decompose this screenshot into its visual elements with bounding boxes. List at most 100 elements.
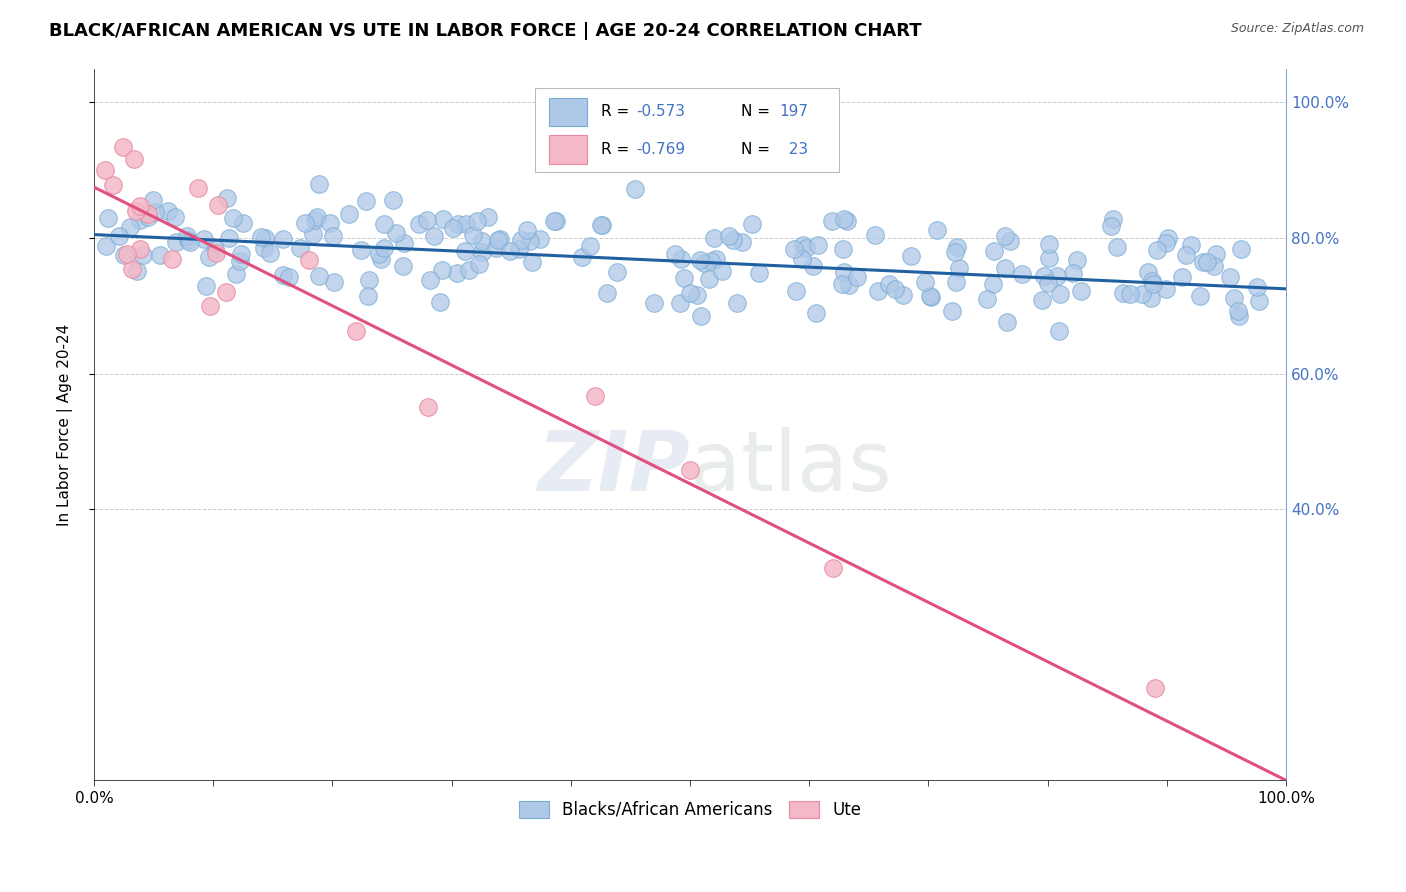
Point (1192, 254, 1215, 268)
Point (943, 244, 966, 259)
Point (596, 286, 619, 301)
Point (509, 233, 531, 247)
Point (801, 259, 824, 273)
Point (454, 217, 477, 231)
Point (710, 264, 733, 278)
Point (432, 212, 454, 227)
Point (1031, 293, 1053, 307)
Point (1146, 244, 1168, 258)
Point (920, 290, 942, 304)
Point (1070, 284, 1092, 298)
Point (129, 213, 152, 227)
Point (294, 217, 316, 231)
Text: atlas: atlas (690, 426, 891, 508)
Point (927, 223, 949, 237)
Point (1222, 291, 1244, 305)
Text: BLACK/AFRICAN AMERICAN VS UTE IN LABOR FORCE | AGE 20-24 CORRELATION CHART: BLACK/AFRICAN AMERICAN VS UTE IN LABOR F… (49, 22, 922, 40)
Point (664, 247, 686, 261)
Point (832, 265, 855, 279)
Point (994, 228, 1017, 243)
Point (337, 206, 360, 220)
Point (499, 244, 522, 259)
Point (748, 266, 770, 280)
Point (218, 230, 240, 244)
Point (129, 242, 152, 256)
Point (863, 228, 886, 243)
Point (519, 234, 541, 248)
Point (1011, 268, 1033, 282)
Point (671, 252, 693, 266)
Point (741, 217, 763, 231)
Point (624, 182, 647, 196)
Point (357, 273, 380, 287)
Point (866, 284, 889, 298)
Point (94, 162, 117, 177)
Point (278, 270, 301, 285)
Point (176, 233, 198, 247)
Point (679, 286, 702, 301)
Point (225, 267, 247, 281)
Point (416, 212, 439, 227)
Point (884, 282, 907, 296)
Point (108, 229, 131, 244)
Point (160, 252, 183, 266)
Point (1174, 247, 1197, 261)
Point (807, 238, 830, 252)
Point (308, 268, 330, 283)
Point (831, 277, 853, 292)
Point (804, 306, 827, 320)
Point (446, 267, 468, 281)
Point (1032, 269, 1054, 284)
Point (176, 228, 198, 243)
Point (520, 254, 543, 268)
Point (416, 401, 439, 415)
Point (165, 235, 187, 249)
Point (837, 278, 859, 293)
Point (229, 254, 252, 268)
Point (471, 234, 494, 248)
Point (142, 194, 165, 208)
Point (423, 228, 446, 243)
Point (319, 216, 342, 230)
Point (250, 230, 273, 244)
Point (344, 324, 367, 338)
Point (689, 253, 711, 268)
Point (690, 309, 713, 323)
Point (1130, 286, 1153, 301)
Point (1227, 304, 1250, 318)
Point (304, 213, 326, 227)
Point (1219, 269, 1241, 284)
Point (1102, 212, 1125, 227)
Y-axis label: In Labor Force | Age 20-24: In Labor Force | Age 20-24 (58, 323, 73, 525)
Point (368, 246, 391, 260)
Point (125, 264, 148, 278)
Point (976, 292, 998, 306)
Point (136, 206, 159, 220)
Point (1195, 255, 1218, 269)
Point (446, 217, 468, 231)
Point (591, 218, 613, 232)
Point (1188, 289, 1211, 303)
Point (721, 233, 744, 247)
Point (1205, 247, 1227, 261)
Point (96, 239, 118, 253)
Legend: Blacks/African Americans, Ute: Blacks/African Americans, Ute (512, 794, 868, 825)
Point (508, 243, 530, 257)
Point (1230, 243, 1253, 257)
Point (790, 252, 813, 266)
Point (215, 191, 238, 205)
Point (356, 289, 378, 303)
Point (136, 210, 159, 224)
Point (918, 288, 941, 302)
Point (1246, 280, 1268, 294)
Text: R =: R = (600, 142, 634, 157)
Point (350, 243, 373, 257)
Point (877, 277, 900, 292)
Point (725, 295, 748, 310)
Text: R =: R = (600, 104, 634, 120)
Point (198, 251, 221, 265)
Point (583, 388, 606, 402)
Point (101, 178, 124, 192)
Point (1062, 266, 1084, 280)
Point (821, 561, 844, 575)
